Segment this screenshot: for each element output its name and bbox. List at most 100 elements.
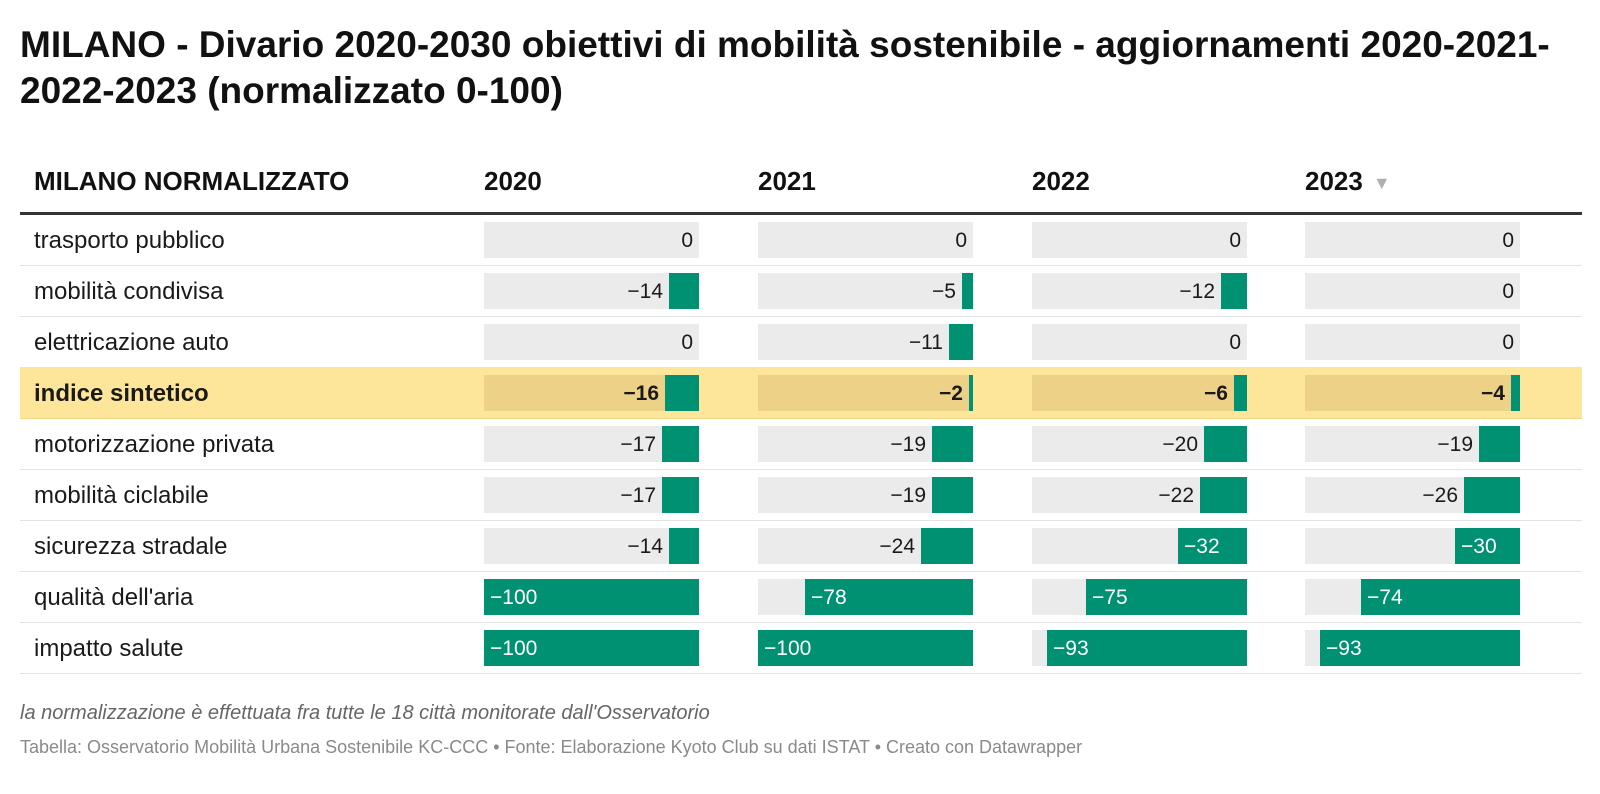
bar-track	[758, 222, 973, 258]
bar-track	[1305, 273, 1520, 309]
footnote: la normalizzazione è effettuata fra tutt…	[20, 702, 710, 724]
data-label: −16	[623, 382, 659, 405]
row-label: trasporto pubblico	[34, 227, 225, 254]
table-row: trasporto pubblico 0 0 0 0	[20, 215, 1582, 266]
data-label: −30	[1461, 535, 1497, 558]
data-label: 0	[1229, 229, 1241, 252]
bar-cell: −100	[484, 630, 699, 666]
bar-track	[758, 324, 973, 360]
bar-cell: 0	[1305, 273, 1520, 309]
bar-cell: −24	[758, 528, 973, 564]
bar-track	[1305, 324, 1520, 360]
bar-cell: −100	[484, 579, 699, 615]
bar-track	[1032, 375, 1247, 411]
bar	[932, 477, 973, 513]
table-row: qualità dell'aria −100 −78 −75 −74	[20, 572, 1582, 623]
bar-cell: −75	[1032, 579, 1247, 615]
bar-track	[484, 528, 699, 564]
column-header-2023[interactable]: 2023 ▼	[1305, 166, 1391, 197]
row-label: sicurezza stradale	[34, 533, 228, 560]
bar-cell: −12	[1032, 273, 1247, 309]
bar-track	[758, 273, 973, 309]
column-header-2021[interactable]: 2021	[758, 166, 816, 197]
bar-track	[758, 375, 973, 411]
bar-cell: −11	[758, 324, 973, 360]
data-label: −78	[811, 586, 847, 609]
bar	[1511, 375, 1520, 411]
bar-cell: 0	[1032, 324, 1247, 360]
bar	[949, 324, 973, 360]
bar	[805, 579, 973, 615]
bar-cell: −17	[484, 426, 699, 462]
data-label: −100	[764, 637, 812, 660]
column-header-label[interactable]: MILANO NORMALIZZATO	[34, 166, 350, 196]
bar-cell: −2	[758, 375, 973, 411]
bar-cell: 0	[758, 222, 973, 258]
row-label: mobilità condivisa	[34, 278, 224, 305]
bar	[962, 273, 973, 309]
bar-cell: −5	[758, 273, 973, 309]
bar	[1221, 273, 1247, 309]
data-label: −20	[1162, 433, 1198, 456]
data-label: 0	[1229, 331, 1241, 354]
bar-cell: −19	[1305, 426, 1520, 462]
table-row: elettricazione auto 0 −11 0 0	[20, 317, 1582, 368]
sort-descending-icon[interactable]: ▼	[1372, 172, 1391, 193]
bar	[758, 630, 973, 666]
table-body: trasporto pubblico 0 0 0 0 mobilità condivisa…	[20, 215, 1582, 674]
bar-cell: −6	[1032, 375, 1247, 411]
data-label: −12	[1179, 280, 1215, 303]
bar	[669, 273, 699, 309]
bar	[1234, 375, 1247, 411]
data-label: −17	[620, 484, 656, 507]
bar-cell: −93	[1305, 630, 1520, 666]
bar	[932, 426, 973, 462]
bar-track	[1305, 375, 1520, 411]
bar-track	[1032, 273, 1247, 309]
bar	[1086, 579, 1247, 615]
data-label: −75	[1092, 586, 1128, 609]
bar-cell: −32	[1032, 528, 1247, 564]
data-label: −93	[1053, 637, 1089, 660]
data-label: −24	[879, 535, 915, 558]
data-label: 0	[955, 229, 967, 252]
bar-cell: −19	[758, 477, 973, 513]
data-label: −22	[1158, 484, 1194, 507]
bar-cell: −26	[1305, 477, 1520, 513]
data-label: −17	[620, 433, 656, 456]
bar	[662, 426, 699, 462]
bar-cell: −93	[1032, 630, 1247, 666]
bar-track	[1032, 324, 1247, 360]
data-label: −11	[908, 331, 943, 354]
data-label: −19	[890, 433, 926, 456]
bar-cell: −19	[758, 426, 973, 462]
bar	[669, 528, 699, 564]
bar-cell: 0	[1305, 222, 1520, 258]
bar	[484, 630, 699, 666]
column-header-2020[interactable]: 2020	[484, 166, 542, 197]
bar	[1455, 528, 1520, 564]
data-label: −74	[1367, 586, 1403, 609]
table-row-highlighted: indice sintetico −16 −2 −6 −4	[20, 368, 1582, 419]
data-label: 0	[681, 331, 693, 354]
data-label: −2	[939, 382, 963, 405]
bar	[1200, 477, 1247, 513]
bar-track	[484, 324, 699, 360]
bar-track	[484, 222, 699, 258]
bar-cell: −14	[484, 273, 699, 309]
bar	[1047, 630, 1247, 666]
bar	[662, 477, 699, 513]
table-row: motorizzazione privata −17 −19 −20 −19	[20, 419, 1582, 470]
source-line: Tabella: Osservatorio Mobilità Urbana So…	[20, 737, 1083, 757]
bar	[484, 579, 699, 615]
row-label: motorizzazione privata	[34, 431, 275, 458]
data-label: −4	[1481, 382, 1505, 405]
column-header-text: 2022	[1032, 166, 1090, 196]
data-label: −19	[1437, 433, 1473, 456]
table-row: mobilità ciclabile −17 −19 −22 −26	[20, 470, 1582, 521]
bar	[921, 528, 973, 564]
bar-cell: −74	[1305, 579, 1520, 615]
row-label: qualità dell'aria	[34, 584, 194, 611]
column-header-2022[interactable]: 2022	[1032, 166, 1090, 197]
column-header-text: 2021	[758, 166, 816, 196]
